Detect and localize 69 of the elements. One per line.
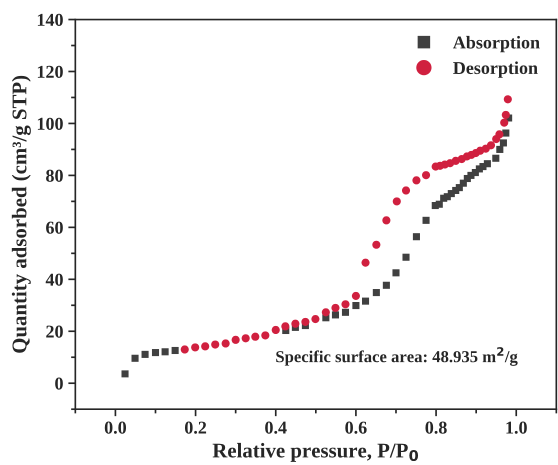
x-tick-label: 0.4 [265,422,287,434]
x-axis-title: Relative pressure, P/P$_{0}$ [212,442,418,462]
y-tick-label: 60 [46,222,63,234]
point [342,308,350,316]
point [492,134,500,144]
point [142,350,149,358]
point [341,300,350,308]
point [422,216,430,224]
point [132,354,139,362]
point [251,332,260,341]
point [152,349,160,356]
point [332,311,340,318]
point [242,334,250,342]
point [382,282,390,289]
point [412,176,420,184]
legend-label: Absorption [452,36,540,52]
point [412,233,420,240]
point [502,110,510,119]
x-tick-label: 0.6 [345,422,367,434]
point [496,146,504,153]
point [382,216,390,224]
legend-label: Desorption [453,61,538,78]
point [272,326,280,334]
x-tick-label: 1.0 [506,422,527,434]
point [291,320,300,328]
point [492,154,500,162]
point [392,197,401,206]
y-tick-label: 40 [46,274,63,286]
point [232,336,240,344]
y-tick-label: 100 [38,118,63,130]
point [361,258,370,267]
point [191,343,200,352]
point [311,315,320,324]
point [352,292,360,300]
point [372,240,380,249]
y-tick-label: 80 [46,170,63,182]
point [392,269,400,276]
point [180,345,189,354]
point [402,254,410,261]
y-tick-label: 0 [55,377,63,390]
annotation: Specific surface area: 48.935 m$^{2}$/g [276,347,518,366]
point [500,139,507,146]
point [352,302,360,310]
point [301,318,310,326]
y-tick-label: 140 [38,14,63,26]
y-axis-title: Quantity adsorbed (cm³/g STP) [12,76,31,353]
point [362,298,370,305]
x-tick-label: 0.8 [425,422,447,434]
x-tick-label: 0.2 [184,422,206,434]
point [172,346,179,354]
point [121,370,129,378]
point [211,340,220,349]
point [331,304,340,312]
y-tick-label: 20 [46,326,63,338]
x-tick-label: 0.0 [104,422,126,434]
point [162,348,169,356]
point [436,200,443,208]
point [504,95,512,104]
point [402,186,410,195]
point [484,160,491,168]
point [222,339,230,348]
y-tick-label: 120 [38,66,63,78]
point [500,118,508,127]
point [281,322,290,330]
point [322,308,330,316]
point [261,331,270,340]
point [372,289,380,296]
point [201,342,210,350]
point [422,171,430,180]
